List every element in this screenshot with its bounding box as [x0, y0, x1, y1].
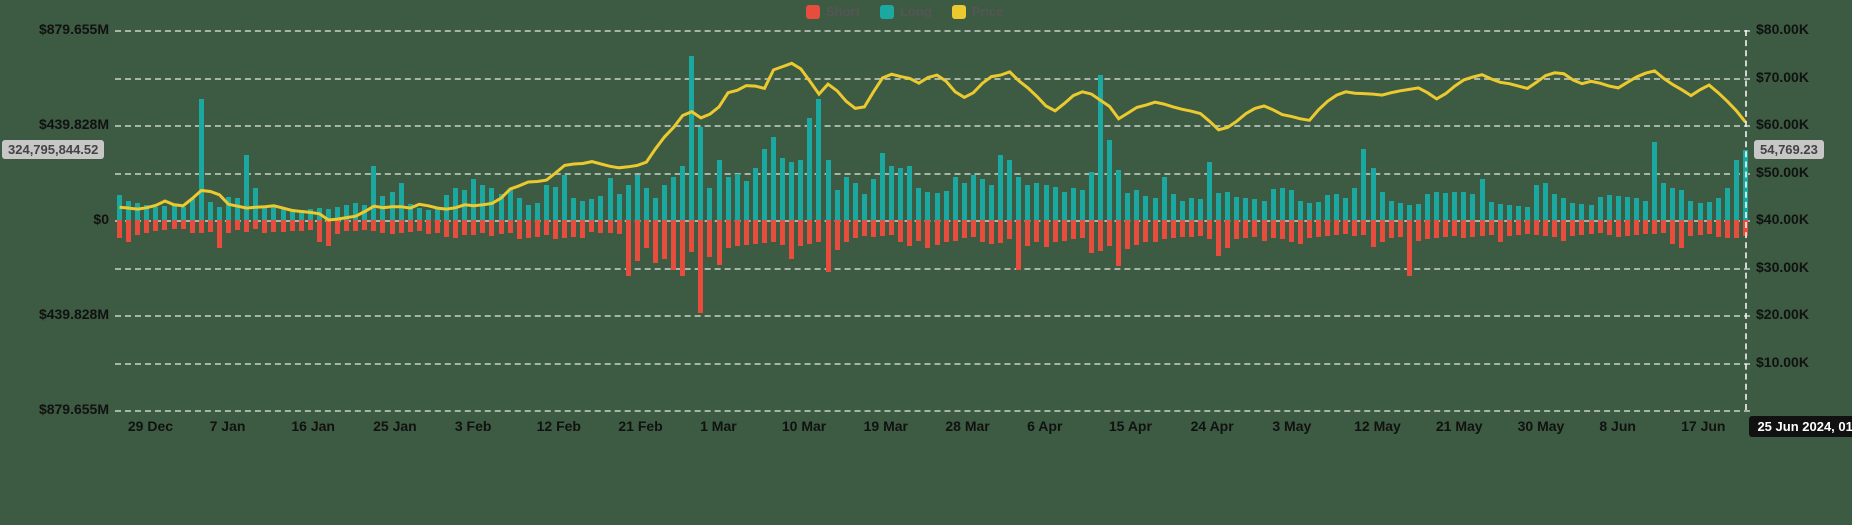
legend-swatch — [952, 5, 966, 19]
legend-swatch — [880, 5, 894, 19]
legend-item[interactable]: Long — [880, 4, 932, 19]
legend: Short Long Price — [806, 4, 1004, 19]
legend-item[interactable]: Price — [952, 4, 1004, 19]
legend-swatch — [806, 5, 820, 19]
legend-label: Short — [826, 4, 860, 19]
price-line — [120, 63, 1746, 220]
legend-label: Long — [900, 4, 932, 19]
left-value-badge: 324,795,844.52 — [2, 140, 104, 159]
crosshair — [1745, 30, 1747, 410]
right-value-badge: 54,769.23 — [1754, 140, 1824, 159]
legend-label: Price — [972, 4, 1004, 19]
price-line-layer — [0, 0, 1852, 525]
x-tooltip: 25 Jun 2024, 01:00 — [1749, 416, 1852, 437]
legend-item[interactable]: Short — [806, 4, 860, 19]
